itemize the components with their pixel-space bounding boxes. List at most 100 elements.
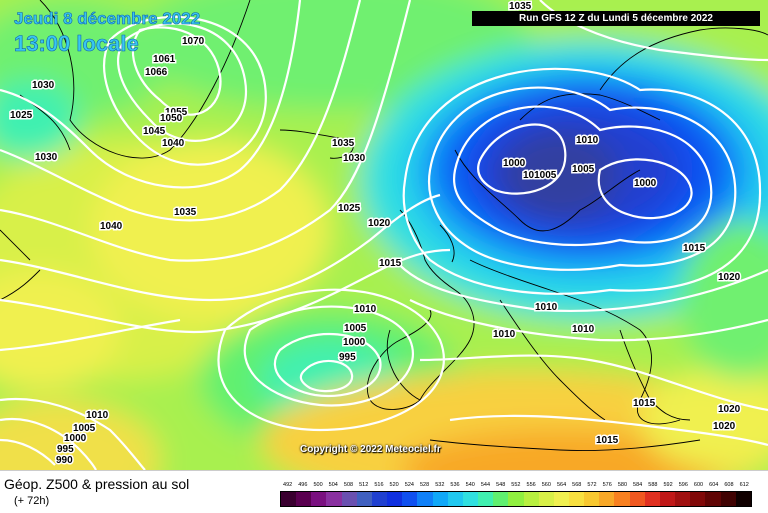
coastlines [0,0,768,451]
isobar-label: 1005 [344,323,367,334]
isobar-label: 1025 [10,110,33,121]
isobar-label: 1000 [503,158,526,169]
color-scale-label: 556 [526,482,536,488]
isobar-label: 101005 [523,170,557,181]
map-title: Géop. Z500 & pression au sol [4,476,190,492]
model-run-label: Run GFS 12 Z du Lundi 5 décembre 2022 [472,11,760,26]
isobar-label: 1010 [572,324,595,335]
color-scale-swatch [523,492,539,506]
isobar-label: 1000 [64,433,87,444]
color-scale-label: 528 [419,482,430,488]
isobar-label: 1015 [683,243,706,254]
color-scale-swatch [326,492,342,506]
isobar-label: 1030 [32,80,55,91]
isobar-label: 1005 [73,423,96,434]
color-scale-label: 544 [480,482,491,488]
color-scale-label: 604 [709,482,719,488]
isobar-label: 1000 [343,337,366,348]
isobar-label: 995 [57,444,74,455]
color-scale-label: 580 [617,482,628,488]
color-scale-swatch [387,492,403,506]
forecast-date: Jeudi 8 décembre 2022 [14,9,201,28]
color-scale-label: 492 [283,482,293,488]
color-scale-label: 532 [435,482,445,488]
isobar-label: 1020 [713,421,736,432]
isobar-label: 1015 [379,258,402,269]
isobar-label: 990 [56,455,73,466]
isobar-lines [0,0,768,470]
isobar-label: 1055 [165,107,188,118]
isobar-label: 1005 [572,164,595,175]
color-scale-swatch [493,492,509,506]
color-scale-label: 592 [663,482,673,488]
isobar-label: 1045 [143,126,166,137]
color-scale-swatch [478,492,494,506]
color-scale-swatch [584,492,600,506]
isobar-label: 1035 [509,1,532,12]
color-scale-labels: 492 496 500 504 508 512 516 520 524 528 532 536 540 5… [280,479,752,491]
color-scale-swatch [341,492,357,506]
isobar-label: 1010 [354,304,377,315]
color-scale-swatch [553,492,569,506]
color-scale-label: 548 [496,482,506,488]
color-scale-swatch [311,492,327,506]
color-scale-label: 568 [572,482,582,488]
color-scale-swatch [614,492,630,506]
color-scale-label: 516 [374,482,384,488]
color-scale-label: 500 [313,482,323,488]
color-scale-label: 600 [693,482,704,488]
isobar-label: 1070 [182,36,205,47]
color-scale-label: 588 [648,482,658,488]
isobar-label: 1010 [493,329,516,340]
isobar-label: 1010 [535,302,558,313]
copyright-text: Copyright © 2022 Meteociel.fr [300,444,441,455]
color-scale-swatch [281,492,297,506]
color-scale-label: 608 [724,482,734,488]
color-scale-swatch [371,492,388,506]
color-scale-label: 576 [602,482,612,488]
isobar-label: 1035 [332,138,355,149]
color-scale-swatch [659,492,676,506]
color-scale-swatch [690,492,706,506]
color-scale-label: 572 [587,482,597,488]
isobar-label: 1025 [338,203,361,214]
isobar-label: 1020 [718,272,741,283]
isobar-label: 1015 [633,398,656,409]
isobar-label: 1066 [145,67,168,78]
color-scale-swatch [735,492,751,506]
color-scale-swatch [568,492,585,506]
color-scale-swatch [402,492,418,506]
isobar-label: 1015 [596,435,619,446]
color-scale-swatch [599,492,615,506]
color-scale-label: 512 [359,482,369,488]
color-scale-label: 496 [298,482,308,488]
color-scale-swatch [508,492,524,506]
color-scale-swatch [417,492,433,506]
forecast-local-time: 13:00 locale [14,31,139,56]
isobar-label: 1040 [162,138,185,149]
color-scale-swatch [705,492,721,506]
isobar-label: 1020 [718,404,741,415]
weather-map: 1070 1061 1066 1030 1025 1055 1050 1045 … [0,0,768,470]
color-scale-label: 520 [389,482,399,488]
color-scale-swatch [356,492,372,506]
color-scale-swatch [644,492,660,506]
isobar-label: 1030 [35,152,58,163]
color-scale-swatch [462,492,479,506]
isobar-label: 1030 [343,153,366,164]
color-scale-bar [280,491,752,507]
color-scale-swatch [538,492,554,506]
color-scale-label: 536 [450,482,460,488]
isobar-label: 1040 [100,221,123,232]
color-scale-label: 612 [739,482,749,488]
color-scale-label: 584 [633,482,643,488]
color-scale-swatch [432,492,448,506]
color-scale-swatch [675,492,691,506]
isobar-label: 995 [339,352,356,363]
isobar-label: 1010 [86,410,109,421]
isobar-labels: 1070 1061 1066 1030 1025 1055 1050 1045 … [9,0,743,468]
isobar-label: 1020 [368,218,391,229]
color-scale-label: 564 [556,482,567,488]
isobar-label: 1061 [153,54,176,65]
isobar-label: 1010 [576,135,599,146]
